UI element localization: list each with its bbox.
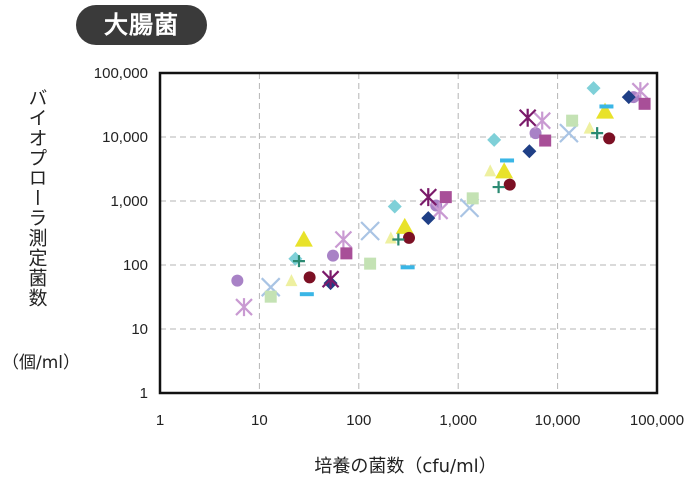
y-tick-label: 1,000	[110, 193, 148, 210]
data-point-circle	[231, 274, 244, 287]
data-point-x	[559, 123, 579, 143]
data-point-asterisk	[419, 188, 438, 207]
data-point-circle	[503, 178, 516, 191]
y-tick-label: 100,000	[94, 65, 148, 82]
y-axis-unit: （個/ml）	[2, 353, 81, 373]
data-point-asterisk	[430, 201, 449, 220]
y-axis-label: バイオプローラ測定菌数	[25, 88, 48, 308]
data-point-asterisk	[235, 298, 253, 317]
data-point-diamond	[487, 132, 502, 147]
data-point-diamond	[288, 251, 303, 266]
x-tick-label: 10,000	[535, 412, 581, 429]
y-tick-label: 10,000	[102, 129, 148, 146]
data-point-asterisk	[518, 108, 537, 127]
data-point-dash	[599, 104, 614, 109]
data-point-diamond	[586, 81, 601, 96]
plot-frame	[158, 71, 659, 395]
data-points	[231, 81, 651, 317]
y-tick-label: 100	[123, 257, 148, 274]
data-point-circle	[403, 231, 416, 244]
data-point-square	[439, 191, 452, 204]
data-point-dash	[400, 265, 415, 270]
x-tick-label: 1,000	[439, 412, 477, 429]
data-point-square	[539, 134, 552, 147]
x-tick-label: 1	[156, 412, 164, 429]
data-point-square	[340, 247, 353, 260]
data-point-triangle-small	[285, 274, 298, 287]
data-point-plus	[292, 255, 305, 268]
data-point-plus	[492, 181, 505, 194]
data-point-square	[264, 290, 277, 303]
data-point-triangle-small	[484, 164, 497, 177]
data-point-circle	[603, 132, 616, 145]
data-point-triangle-small	[384, 231, 397, 244]
y-tick-label: 10	[131, 321, 148, 338]
y-tick-labels: 1 10 100 1,000 10,000 100,000	[94, 65, 148, 402]
data-point-asterisk	[334, 230, 353, 249]
data-point-diamond	[387, 199, 402, 214]
data-point-plus	[591, 127, 604, 140]
data-point-triangle-large	[596, 102, 615, 119]
y-tick-label: 1	[140, 385, 148, 402]
data-point-square	[466, 192, 479, 205]
data-point-square	[364, 257, 377, 270]
data-point-diamond	[522, 144, 537, 159]
data-point-plus	[392, 233, 405, 246]
y-axis-label-wrap: バイオプローラ測定菌数	[18, 88, 54, 378]
data-point-dash	[299, 292, 314, 297]
data-point-triangle-large	[294, 230, 313, 247]
data-point-diamond	[621, 90, 636, 105]
data-point-diamond	[421, 211, 436, 226]
data-point-dash	[500, 158, 515, 163]
chart-title-badge: 大腸菌	[76, 5, 207, 45]
data-point-circle	[529, 127, 542, 140]
data-point-asterisk	[321, 270, 340, 289]
data-point-triangle-large	[495, 162, 514, 179]
data-point-circle	[303, 271, 316, 284]
data-point-square	[566, 114, 579, 127]
data-point-triangle-large	[395, 217, 414, 234]
data-point-x	[360, 221, 380, 241]
data-point-asterisk	[533, 111, 551, 130]
x-axis-label: 培養の菌数（cfu/ml）	[314, 456, 497, 477]
data-point-circle	[326, 249, 339, 262]
x-tick-labels: 1 10 100 1,000 10,000 100,000	[156, 412, 684, 429]
x-tick-label: 100,000	[630, 412, 684, 429]
data-point-triangle-small	[583, 121, 596, 134]
x-tick-label: 10	[251, 412, 268, 429]
x-tick-label: 100	[346, 412, 371, 429]
data-point-square	[638, 97, 651, 110]
